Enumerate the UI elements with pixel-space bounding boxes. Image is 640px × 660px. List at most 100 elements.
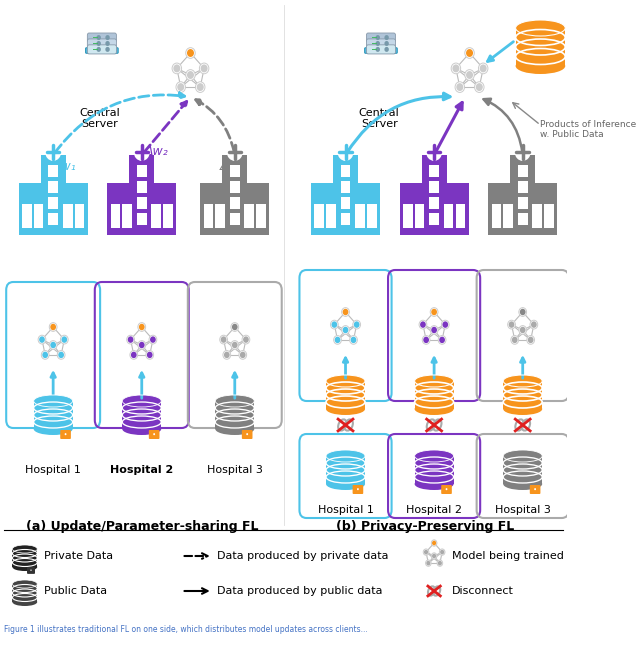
Circle shape [480, 65, 486, 73]
Circle shape [442, 321, 448, 328]
Circle shape [376, 41, 380, 46]
Circle shape [173, 65, 180, 73]
Ellipse shape [503, 450, 542, 462]
Text: Hospital 2: Hospital 2 [406, 505, 462, 515]
Circle shape [330, 320, 338, 329]
Polygon shape [518, 213, 527, 224]
Ellipse shape [415, 450, 454, 462]
FancyBboxPatch shape [149, 430, 159, 439]
Polygon shape [65, 183, 88, 235]
Polygon shape [456, 205, 465, 216]
Polygon shape [230, 166, 239, 177]
Circle shape [335, 337, 340, 343]
Ellipse shape [12, 580, 37, 588]
Polygon shape [34, 205, 44, 216]
Polygon shape [200, 183, 222, 235]
Text: Model being trained: Model being trained [452, 551, 564, 561]
FancyArrowPatch shape [347, 93, 450, 152]
Circle shape [239, 350, 246, 359]
Circle shape [200, 63, 209, 74]
Circle shape [432, 541, 436, 545]
Polygon shape [216, 205, 225, 216]
Polygon shape [93, 43, 98, 44]
Polygon shape [122, 401, 161, 429]
Polygon shape [518, 182, 527, 193]
FancyArrowPatch shape [232, 373, 237, 398]
Circle shape [138, 341, 146, 349]
Ellipse shape [34, 395, 73, 407]
Polygon shape [19, 183, 41, 235]
Text: Private Data: Private Data [44, 551, 113, 561]
Polygon shape [230, 213, 239, 224]
Circle shape [332, 321, 337, 328]
Polygon shape [326, 381, 365, 409]
Circle shape [422, 335, 430, 345]
Circle shape [474, 82, 484, 92]
Polygon shape [429, 197, 439, 209]
Polygon shape [518, 197, 527, 209]
Text: Central: Central [80, 108, 120, 118]
Circle shape [177, 83, 184, 91]
Circle shape [51, 324, 56, 330]
Circle shape [65, 433, 67, 435]
Circle shape [509, 321, 515, 328]
Polygon shape [314, 216, 324, 228]
Circle shape [442, 320, 449, 329]
Text: Hospital 2: Hospital 2 [110, 465, 173, 475]
Polygon shape [340, 182, 350, 193]
Polygon shape [247, 183, 269, 235]
Circle shape [439, 337, 445, 343]
FancyArrowPatch shape [484, 99, 522, 152]
Circle shape [243, 337, 249, 343]
Text: (a) Update/Parameter-sharing FL: (a) Update/Parameter-sharing FL [26, 520, 258, 533]
Polygon shape [355, 205, 365, 216]
Text: Δw₂: Δw₂ [145, 145, 168, 158]
Circle shape [440, 549, 445, 555]
Circle shape [38, 335, 46, 344]
Circle shape [432, 554, 436, 558]
Polygon shape [415, 381, 454, 409]
Circle shape [351, 337, 356, 343]
Circle shape [134, 143, 150, 161]
Circle shape [354, 321, 360, 328]
Text: Hospital 3: Hospital 3 [495, 505, 550, 515]
Circle shape [186, 70, 195, 81]
Polygon shape [492, 205, 501, 216]
Circle shape [466, 71, 473, 79]
FancyArrowPatch shape [55, 93, 185, 152]
Polygon shape [204, 216, 213, 228]
Polygon shape [333, 155, 358, 235]
Circle shape [106, 41, 110, 46]
Polygon shape [63, 205, 72, 216]
Circle shape [186, 48, 195, 58]
Circle shape [534, 488, 536, 490]
Circle shape [49, 323, 57, 331]
Ellipse shape [215, 423, 254, 435]
Text: Figure 1 illustrates traditional FL on one side, which distributes model updates: Figure 1 illustrates traditional FL on o… [4, 625, 368, 634]
Circle shape [385, 35, 389, 40]
Polygon shape [340, 166, 350, 177]
Circle shape [57, 350, 65, 359]
FancyBboxPatch shape [27, 567, 35, 574]
Polygon shape [93, 49, 98, 50]
Circle shape [61, 337, 67, 343]
Ellipse shape [503, 478, 542, 490]
Polygon shape [503, 205, 513, 216]
Polygon shape [415, 456, 454, 484]
Polygon shape [256, 216, 266, 228]
FancyBboxPatch shape [441, 485, 452, 494]
Polygon shape [503, 456, 542, 484]
FancyArrowPatch shape [520, 358, 525, 378]
Polygon shape [122, 205, 132, 216]
Polygon shape [367, 205, 376, 216]
Circle shape [42, 350, 49, 359]
Polygon shape [447, 183, 468, 235]
Circle shape [479, 63, 488, 74]
Circle shape [227, 143, 243, 161]
Polygon shape [22, 216, 32, 228]
Polygon shape [429, 213, 439, 224]
Polygon shape [510, 155, 535, 235]
Polygon shape [326, 205, 336, 216]
Polygon shape [532, 205, 542, 216]
Circle shape [333, 335, 341, 345]
